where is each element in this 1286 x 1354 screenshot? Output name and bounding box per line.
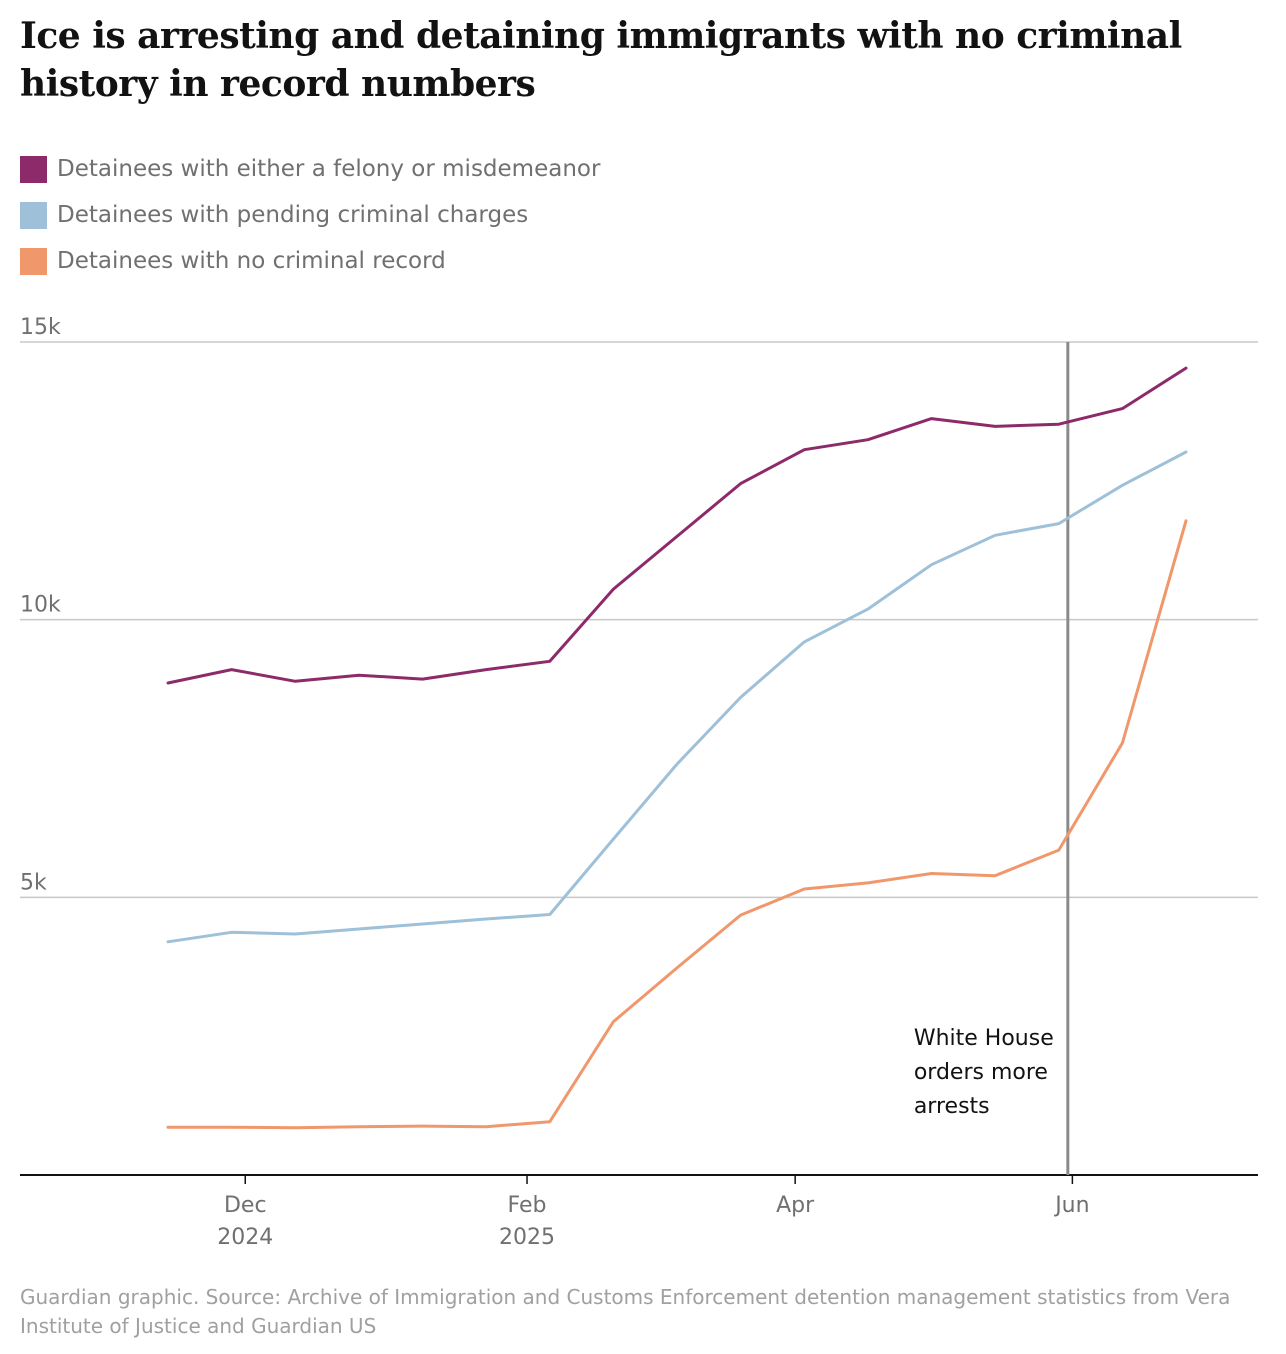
source-footer: Guardian graphic. Source: Archive of Imm… <box>20 1285 1231 1338</box>
x-tick-sublabel-2024: 2024 <box>217 1225 273 1250</box>
y-tick-label-15k: 15k <box>20 315 61 340</box>
legend: Detainees with either a felony or misdem… <box>20 146 600 284</box>
annotation-text-line-3: arrests <box>914 1094 990 1119</box>
x-tick-sublabel-2025: 2025 <box>499 1225 555 1250</box>
legend-item-pending: Detainees with pending criminal charges <box>20 192 600 238</box>
x-tick-label-jun: Jun <box>1053 1193 1089 1218</box>
chart-title: Ice is arresting and detaining immigrant… <box>20 15 1182 105</box>
x-tick-label-feb: Feb <box>508 1193 547 1218</box>
legend-item-no-record: Detainees with no criminal record <box>20 238 600 284</box>
series-line-pending <box>166 450 1188 944</box>
series-line-no-record <box>166 519 1188 1130</box>
legend-label-felony: Detainees with either a felony or misdem… <box>57 156 601 182</box>
legend-swatch-no-record <box>20 247 47 275</box>
series-line-felony <box>166 366 1188 685</box>
y-tick-label-5k: 5k <box>20 870 47 895</box>
line-chart: 5k 10k 15k Dec 2024 Feb 2025 Apr Jun White House o… <box>20 315 1258 1250</box>
x-tick-label-apr: Apr <box>776 1193 815 1218</box>
annotation-text-line-2: orders more <box>914 1060 1048 1085</box>
annotation-text-line-1: White House <box>914 1026 1054 1051</box>
legend-item-felony: Detainees with either a felony or misdem… <box>20 146 600 192</box>
legend-label-no-record: Detainees with no criminal record <box>57 248 446 274</box>
y-tick-label-10k: 10k <box>20 593 61 618</box>
legend-swatch-pending <box>20 201 47 229</box>
x-tick-label-dec: Dec <box>224 1193 267 1218</box>
legend-swatch-felony <box>20 155 47 183</box>
legend-label-pending: Detainees with pending criminal charges <box>57 202 529 228</box>
